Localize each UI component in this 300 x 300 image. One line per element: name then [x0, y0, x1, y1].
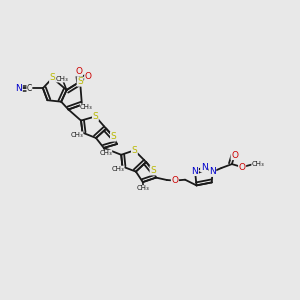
Text: N: N	[192, 167, 198, 176]
Text: O: O	[75, 67, 82, 76]
Text: S: S	[131, 146, 137, 155]
Text: O: O	[238, 163, 246, 172]
Text: S: S	[77, 77, 83, 86]
Text: C: C	[27, 84, 32, 93]
Text: S: S	[50, 74, 56, 82]
Text: CH₃: CH₃	[252, 161, 264, 167]
Text: CH₃: CH₃	[70, 132, 83, 138]
Text: O: O	[85, 72, 92, 81]
Text: O: O	[171, 176, 178, 185]
Text: CH₃: CH₃	[112, 166, 124, 172]
Text: N: N	[201, 163, 207, 172]
Text: O: O	[231, 151, 238, 160]
Text: CH₃: CH₃	[137, 185, 150, 191]
Text: N: N	[16, 84, 22, 93]
Text: CH₃: CH₃	[80, 104, 93, 110]
Text: S: S	[92, 112, 98, 121]
Text: N: N	[209, 167, 216, 176]
Text: S: S	[150, 166, 156, 175]
Text: S: S	[110, 132, 116, 141]
Text: CH₃: CH₃	[56, 76, 69, 82]
Text: CH₃: CH₃	[99, 150, 112, 156]
